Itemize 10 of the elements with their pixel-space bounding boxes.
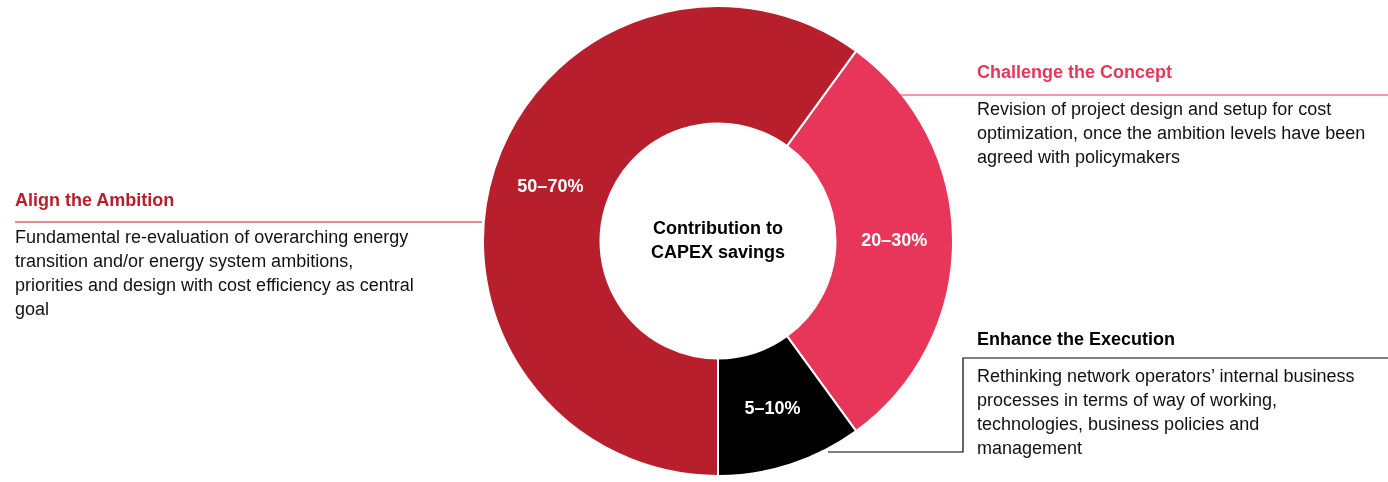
text: Revision of project design and setup for cost optimization, once the ambition levels have been agreed with policymakers [977,98,1367,169]
slice-label: Align the Ambition [15,189,176,211]
slice-label: Enhance the Execution [977,328,1177,350]
text: 50–70% [517,175,584,196]
slice-label: Challenge the Concept [977,61,1174,83]
text: Rethinking network operators’ internal business processes in terms of way of working, technologies, business policies and management [977,365,1356,460]
text: Fundamental re-evaluation of overarching energy transition and/or energy system ambitions, priorities and design with cost efficiency as central goal [15,226,415,321]
text: 5–10% [744,397,801,418]
text: 20–30% [861,229,928,250]
text: Contribution to CAPEX savings [650,217,786,262]
